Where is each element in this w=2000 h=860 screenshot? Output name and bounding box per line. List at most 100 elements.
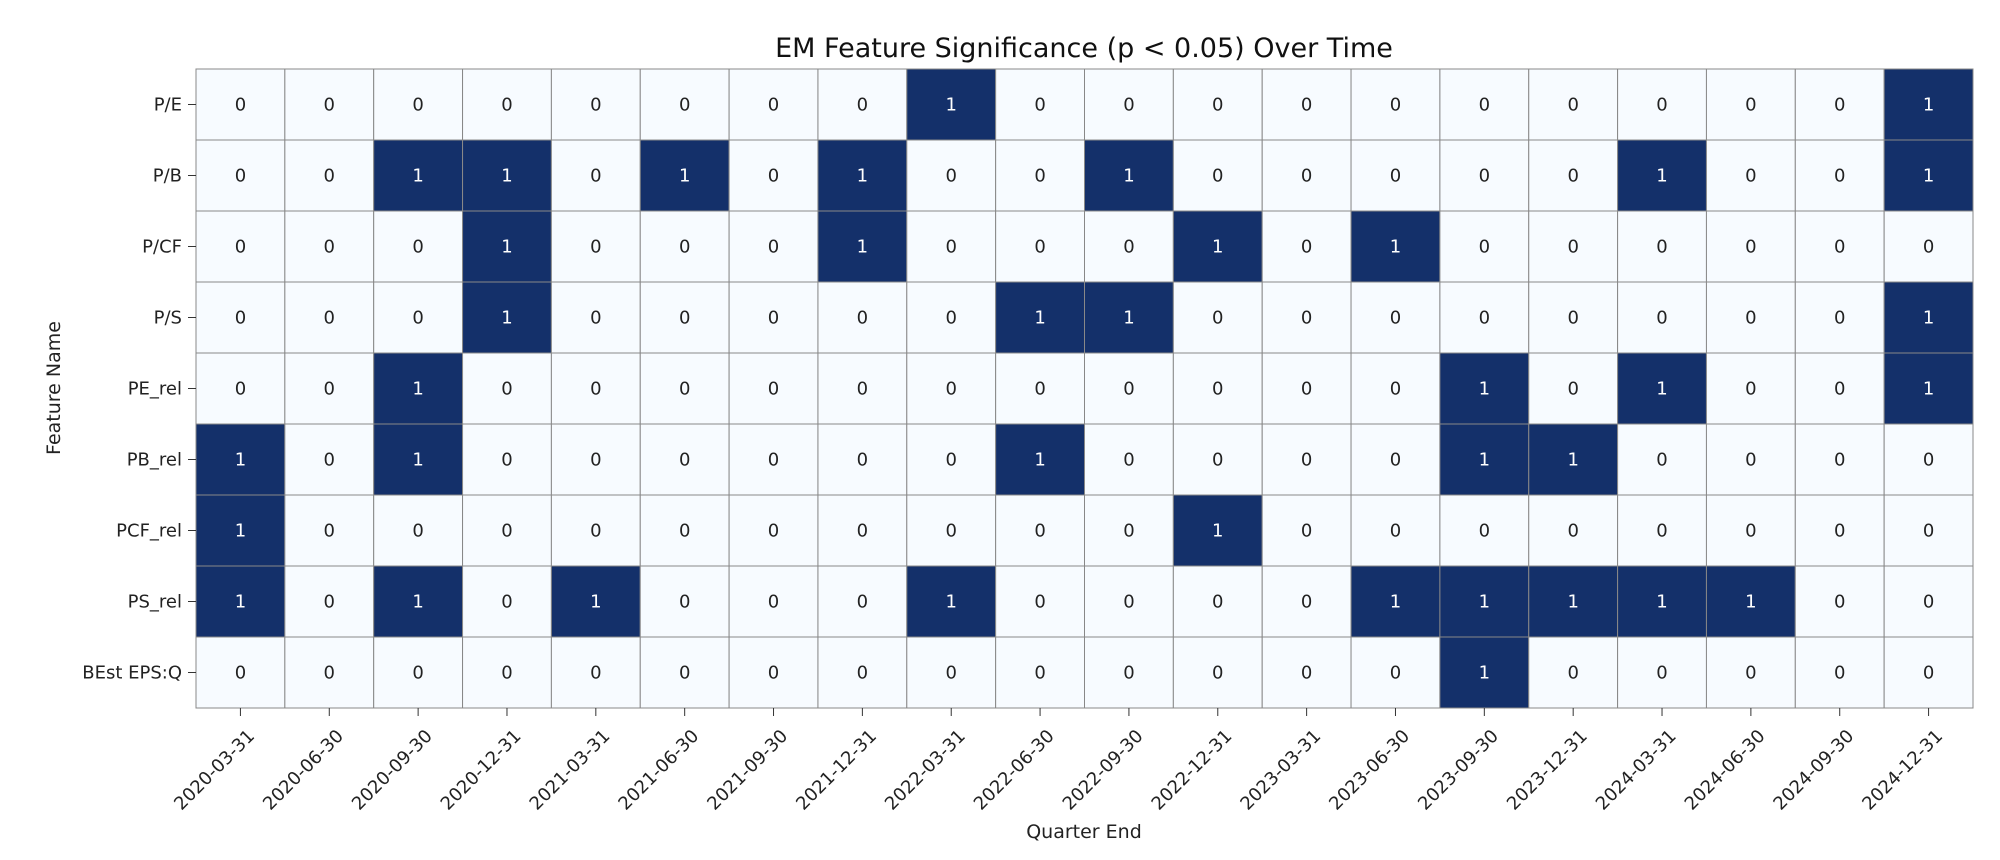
heatmap-cell bbox=[1084, 352, 1174, 425]
heatmap-cell-value: 1 bbox=[1212, 237, 1223, 258]
heatmap-cell-value: 1 bbox=[235, 592, 246, 613]
heatmap-cell-value: 0 bbox=[1390, 663, 1401, 684]
heatmap-cell bbox=[995, 68, 1086, 141]
heatmap-cell bbox=[1172, 565, 1263, 638]
heatmap-cell bbox=[462, 68, 552, 141]
heatmap-cell-value: 0 bbox=[324, 379, 335, 400]
heatmap-cell bbox=[1705, 423, 1796, 496]
heatmap-cell bbox=[995, 565, 1086, 638]
heatmap-cell-value: 0 bbox=[501, 521, 512, 542]
heatmap-cell-value: 0 bbox=[590, 308, 601, 329]
heatmap-cell-value: 0 bbox=[1834, 592, 1845, 613]
heatmap-cell-value: 0 bbox=[1656, 450, 1667, 471]
heatmap-cell-value: 0 bbox=[1301, 450, 1312, 471]
heatmap-cell-value: 0 bbox=[768, 521, 779, 542]
heatmap-cell bbox=[906, 352, 997, 425]
heatmap-cell-value: 0 bbox=[768, 237, 779, 258]
heatmap-cell-value: 0 bbox=[857, 521, 868, 542]
heatmap-cell-value: 0 bbox=[1834, 521, 1845, 542]
heatmap-cell bbox=[1794, 423, 1885, 496]
heatmap-cell bbox=[1084, 494, 1174, 567]
heatmap-cell-value: 0 bbox=[412, 95, 423, 116]
heatmap-cell-value: 0 bbox=[1301, 379, 1312, 400]
heatmap-cell-value: 1 bbox=[679, 166, 690, 187]
heatmap-cell-value: 1 bbox=[1123, 166, 1134, 187]
heatmap-cell bbox=[1705, 139, 1796, 212]
heatmap-cell bbox=[1705, 636, 1796, 709]
heatmap-cell-value: 0 bbox=[1479, 166, 1490, 187]
x-tick-label: 2024-12-31 bbox=[1858, 726, 1947, 815]
heatmap-cell-value: 1 bbox=[1212, 521, 1223, 542]
heatmap-cell bbox=[995, 423, 1086, 496]
heatmap-cell bbox=[373, 494, 464, 567]
heatmap-cell-value: 0 bbox=[1745, 379, 1756, 400]
heatmap-cell bbox=[550, 352, 641, 425]
heatmap-cell bbox=[1350, 210, 1441, 283]
heatmap-cell bbox=[1705, 494, 1796, 567]
heatmap-cell bbox=[195, 636, 286, 709]
heatmap-cell bbox=[817, 423, 908, 496]
heatmap-cell-value: 0 bbox=[1212, 663, 1223, 684]
heatmap-cell-value: 0 bbox=[945, 663, 956, 684]
y-axis-label: Feature Name bbox=[43, 321, 65, 455]
x-tick-label: 2022-06-30 bbox=[970, 726, 1059, 815]
heatmap-cell bbox=[1350, 565, 1441, 638]
heatmap-cell bbox=[639, 281, 730, 354]
heatmap-cell bbox=[1261, 636, 1352, 709]
heatmap-cell bbox=[1528, 636, 1619, 709]
heatmap-cell-value: 0 bbox=[1745, 95, 1756, 116]
heatmap-cell bbox=[728, 494, 819, 567]
heatmap-cell bbox=[550, 68, 641, 141]
heatmap-cell bbox=[462, 281, 552, 354]
heatmap-cell-value: 0 bbox=[235, 166, 246, 187]
heatmap-cell-value: 1 bbox=[1479, 663, 1490, 684]
heatmap-cell-value: 0 bbox=[857, 308, 868, 329]
heatmap-cell bbox=[1528, 565, 1619, 638]
heatmap-cell-value: 1 bbox=[501, 166, 512, 187]
heatmap-cell-value: 0 bbox=[857, 450, 868, 471]
heatmap-cell bbox=[284, 210, 375, 283]
heatmap-cell-value: 0 bbox=[1834, 95, 1845, 116]
y-tick-label: PS_rel bbox=[128, 592, 182, 613]
heatmap-cell-value: 0 bbox=[324, 521, 335, 542]
heatmap-cell bbox=[1172, 423, 1263, 496]
heatmap-cell-value: 1 bbox=[1567, 450, 1578, 471]
heatmap-cell bbox=[373, 352, 464, 425]
heatmap-cell-value: 1 bbox=[501, 237, 512, 258]
heatmap-cell-value: 0 bbox=[945, 166, 956, 187]
heatmap-cell-value: 0 bbox=[1034, 379, 1045, 400]
heatmap-cell-value: 0 bbox=[1034, 663, 1045, 684]
heatmap-cell bbox=[1172, 636, 1263, 709]
heatmap-cell bbox=[462, 352, 552, 425]
heatmap-cell bbox=[1172, 68, 1263, 141]
heatmap-cell-value: 0 bbox=[1390, 521, 1401, 542]
heatmap-cell bbox=[1439, 352, 1530, 425]
heatmap-cell-value: 0 bbox=[1390, 95, 1401, 116]
x-tick-label: 2020-06-30 bbox=[259, 726, 348, 815]
heatmap-cell-value: 0 bbox=[1834, 663, 1845, 684]
heatmap-cell-value: 0 bbox=[1834, 237, 1845, 258]
heatmap-cell-value: 0 bbox=[1390, 450, 1401, 471]
heatmap-cell bbox=[906, 565, 997, 638]
heatmap-cell-value: 0 bbox=[324, 237, 335, 258]
heatmap-cell bbox=[373, 423, 464, 496]
heatmap-cell bbox=[550, 565, 641, 638]
heatmap-cell bbox=[728, 281, 819, 354]
heatmap-cell bbox=[1705, 565, 1796, 638]
y-tick-label: PB_rel bbox=[127, 450, 182, 471]
heatmap-cell-value: 0 bbox=[1301, 95, 1312, 116]
heatmap-cell-value: 0 bbox=[235, 95, 246, 116]
heatmap-cell-value: 0 bbox=[1212, 166, 1223, 187]
heatmap-cell bbox=[1883, 565, 1974, 638]
heatmap-cell bbox=[1705, 68, 1796, 141]
heatmap-cell-value: 0 bbox=[590, 663, 601, 684]
heatmap-cell bbox=[1528, 68, 1619, 141]
heatmap-cell-value: 0 bbox=[235, 379, 246, 400]
heatmap-cell-value: 0 bbox=[1656, 308, 1667, 329]
y-tick-label: P/CF bbox=[142, 237, 182, 258]
heatmap-cell bbox=[1617, 281, 1707, 354]
heatmap-cell bbox=[373, 68, 464, 141]
heatmap-cell bbox=[1883, 636, 1974, 709]
heatmap-cell-value: 0 bbox=[1479, 237, 1490, 258]
heatmap-cell-value: 1 bbox=[1479, 450, 1490, 471]
